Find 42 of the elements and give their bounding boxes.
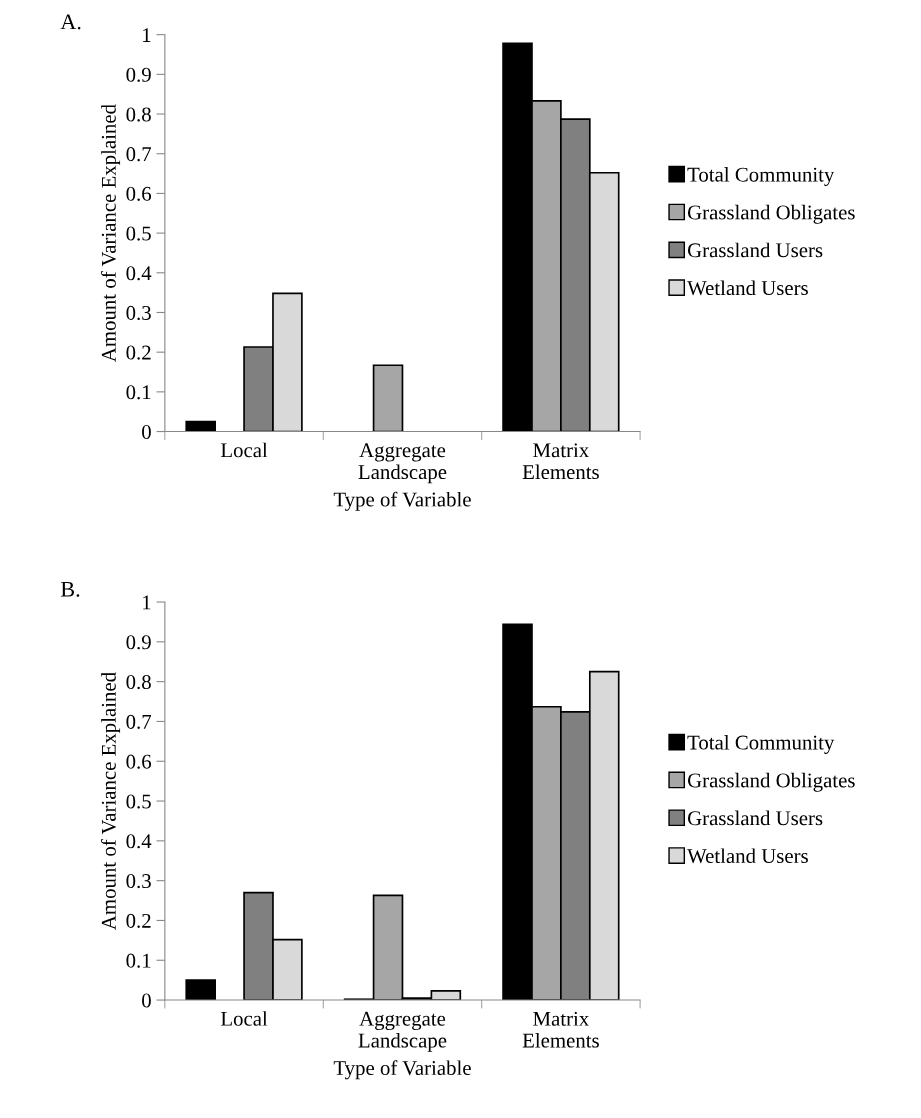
legend-label: Total Community [687,734,835,754]
x-tick-label: Matrix Elements [522,1011,599,1048]
y-tick-label: 0.5 [126,794,151,809]
y-tick-label: 0.3 [126,874,151,889]
y-axis-title: Amount of Variance Explained [100,672,121,930]
x-tick-label: Aggregate Landscape [358,443,447,484]
x-tick-label: Local [220,442,268,458]
legend-label: Wetland Users [687,280,808,296]
y-tick-label: 0.6 [126,186,152,201]
y-tick-label: 0.4 [126,266,152,281]
y-tick-label: 0.9 [126,67,151,82]
y-tick-label: 0.1 [126,953,151,968]
y-tick-label: 0.2 [126,345,151,360]
y-tick-label: 0.6 [126,754,152,769]
y-tick-label: 0.8 [126,107,151,122]
y-tick-label: 1 [143,28,151,42]
y-tick-label: 0.4 [126,834,152,849]
y-tick-label: 1 [143,595,151,610]
legend-label: Grassland Users [687,810,823,826]
legend-label: Grassland Obligates [687,204,855,224]
y-tick-label: 0 [142,424,151,439]
legend-label: Wetland Users [687,848,808,864]
y-tick-label: 0.9 [126,635,151,650]
y-tick-label: 0.5 [126,226,151,241]
legend-label: Total Community [687,167,835,186]
y-axis-title: Amount of Variance Explained [100,104,121,363]
legend-label: Grassland Users [687,242,823,258]
chart-title: A. [60,14,81,30]
y-tick-label: 0.8 [126,675,151,690]
x-tick-label: Local [220,1011,268,1026]
x-tick-label: Matrix Elements [522,443,599,480]
chart-title: B. [60,581,80,597]
x-axis-title: Type of Variable [333,1060,471,1080]
y-tick-label: 0.1 [126,385,151,400]
x-tick-label: Aggregate Landscape [358,1011,447,1052]
y-tick-label: 0.2 [126,913,151,928]
y-tick-label: 0 [142,993,151,1008]
y-tick-label: 0.3 [126,305,151,321]
y-tick-label: 0.7 [126,147,152,162]
y-tick-label: 0.7 [126,714,152,729]
legend-label: Grassland Obligates [687,772,855,792]
x-axis-title: Type of Variable [333,491,471,511]
